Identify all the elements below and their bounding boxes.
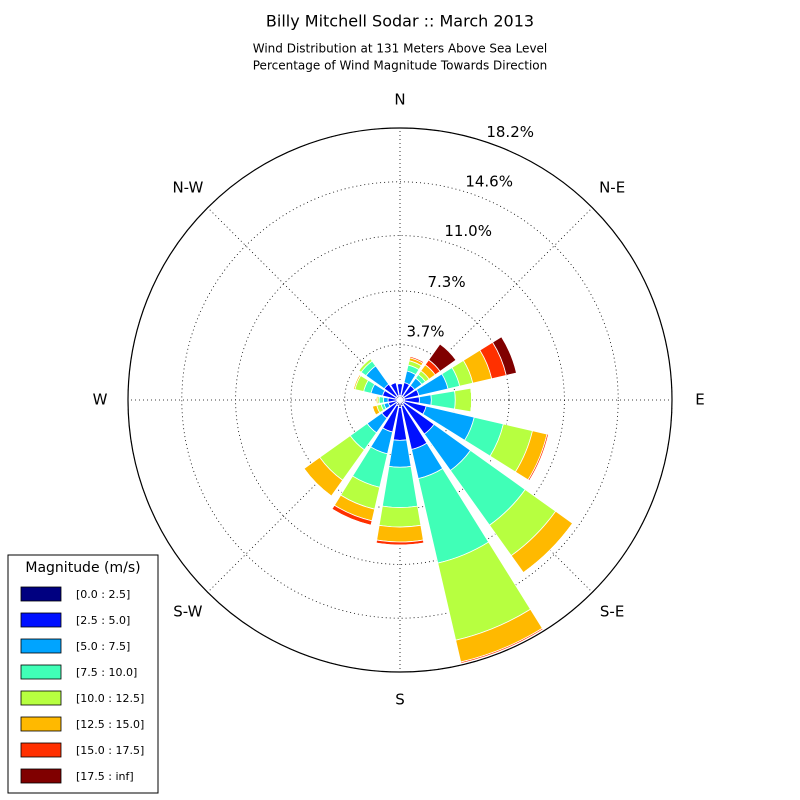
bar-segment [430, 390, 456, 410]
legend-label: [7.5 : 10.0] [76, 666, 137, 679]
legend-label: [15.0 : 17.5] [76, 744, 144, 757]
r-tick-label: 7.3% [427, 273, 465, 291]
legend-title: Magnitude (m/s) [25, 560, 140, 576]
r-tick-label: 14.6% [465, 172, 513, 190]
grid-circle [127, 127, 673, 673]
bar-segment [303, 468, 332, 497]
grid-circle [290, 290, 510, 510]
bar-segment [371, 406, 377, 416]
bar-segment [428, 343, 457, 372]
grid-circle [181, 181, 619, 619]
direction-label: S-E [600, 603, 624, 621]
direction-label: S [395, 691, 405, 709]
bar-segment [418, 394, 432, 406]
legend-swatch [20, 690, 62, 706]
bar-segment [378, 396, 385, 404]
grid-spoke [399, 207, 593, 401]
legend-label: [12.5 : 15.0] [76, 718, 144, 731]
legend-label: [10.0 : 12.5] [76, 692, 144, 705]
direction-label: N-W [172, 178, 203, 196]
legend-label: [5.0 : 7.5] [76, 640, 130, 653]
grid-spoke [207, 207, 401, 401]
bar-segment [454, 387, 473, 413]
bar-segment [492, 336, 517, 376]
legend-swatch [20, 716, 62, 732]
direction-label: S-W [173, 603, 202, 621]
direction-label: W [93, 391, 108, 409]
legend-swatch [20, 612, 62, 628]
bar-segment [331, 508, 372, 526]
legend-swatch [20, 768, 62, 784]
direction-label: N [394, 91, 405, 109]
legend-swatch [20, 638, 62, 654]
direction-label: E [695, 391, 704, 409]
r-tick-label: 11.0% [444, 222, 492, 240]
legend-label: [0.0 : 2.5] [76, 588, 130, 601]
r-tick-label: 3.7% [406, 322, 444, 340]
chart-subtitle: Percentage of Wind Magnitude Towards Dir… [253, 59, 547, 73]
r-tick-label: 18.2% [486, 123, 534, 141]
legend-label: [2.5 : 5.0] [76, 614, 130, 627]
chart-title: Billy Mitchell Sodar :: March 2013 [266, 12, 534, 31]
bar-segment [470, 388, 473, 412]
bar-segment [381, 465, 419, 508]
grid-spoke [207, 399, 401, 593]
bar-segment [388, 439, 412, 468]
direction-label: N-E [599, 178, 625, 196]
legend-swatch [20, 742, 62, 758]
legend-swatch [20, 586, 62, 602]
legend-label: [17.5 : inf] [76, 770, 134, 783]
bar-segment [376, 524, 424, 543]
bar-segment [383, 396, 389, 404]
chart-subtitle: Wind Distribution at 131 Meters Above Se… [253, 42, 548, 56]
bar-segment [378, 505, 422, 528]
bar-segment [390, 382, 397, 386]
legend-swatch [20, 664, 62, 680]
